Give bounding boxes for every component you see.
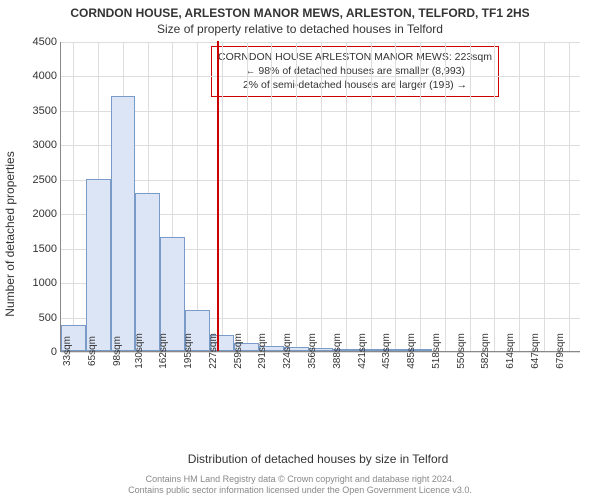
gridline-v bbox=[494, 42, 495, 351]
x-tick-label: 421sqm bbox=[353, 333, 368, 369]
x-tick-label: 195sqm bbox=[179, 333, 194, 369]
gridline-v bbox=[470, 42, 471, 351]
y-tick-label: 4000 bbox=[33, 70, 61, 82]
x-tick-label: 550sqm bbox=[452, 333, 467, 369]
x-tick-label: 33sqm bbox=[58, 336, 73, 366]
x-tick-label: 259sqm bbox=[229, 333, 244, 369]
histogram-bar bbox=[111, 96, 136, 351]
info-box: CORNDON HOUSE ARLESTON MANOR MEWS: 223sq… bbox=[211, 46, 499, 97]
gridline-v bbox=[321, 42, 322, 351]
info-box-line1: CORNDON HOUSE ARLESTON MANOR MEWS: 223sq… bbox=[218, 50, 492, 64]
gridline-v bbox=[544, 42, 545, 351]
gridline-v bbox=[197, 42, 198, 351]
x-tick-label: 162sqm bbox=[155, 333, 170, 369]
y-tick-label: 1500 bbox=[33, 243, 61, 255]
gridline-v bbox=[73, 42, 74, 351]
x-tick-label: 614sqm bbox=[501, 333, 516, 369]
gridline-v bbox=[346, 42, 347, 351]
x-tick-label: 679sqm bbox=[551, 333, 566, 369]
gridline-v bbox=[371, 42, 372, 351]
y-tick-label: 3000 bbox=[33, 139, 61, 151]
x-tick-label: 98sqm bbox=[108, 336, 123, 366]
chart-area: Number of detached properties CORNDON HO… bbox=[48, 42, 588, 412]
gridline-v bbox=[296, 42, 297, 351]
x-tick-label: 291sqm bbox=[254, 333, 269, 369]
x-tick-label: 388sqm bbox=[328, 333, 343, 369]
y-tick-label: 3500 bbox=[33, 105, 61, 117]
x-tick-label: 582sqm bbox=[477, 333, 492, 369]
y-tick-label: 4500 bbox=[33, 36, 61, 48]
footer-line1: Contains HM Land Registry data © Crown c… bbox=[0, 474, 600, 485]
x-tick-label: 130sqm bbox=[130, 333, 145, 369]
y-axis-label: Number of detached properties bbox=[3, 151, 17, 316]
info-box-line3: 2% of semi-detached houses are larger (1… bbox=[218, 78, 492, 92]
y-tick-label: 1000 bbox=[33, 277, 61, 289]
chart-title-main: CORNDON HOUSE, ARLESTON MANOR MEWS, ARLE… bbox=[0, 0, 600, 20]
x-tick-label: 518sqm bbox=[427, 333, 442, 369]
x-axis-label: Distribution of detached houses by size … bbox=[188, 452, 449, 466]
histogram-bar bbox=[135, 193, 160, 351]
x-tick-label: 65sqm bbox=[83, 336, 98, 366]
y-tick-label: 2500 bbox=[33, 174, 61, 186]
property-marker-line bbox=[217, 41, 219, 351]
x-tick-label: 356sqm bbox=[303, 333, 318, 369]
y-tick-label: 2000 bbox=[33, 208, 61, 220]
histogram-bar bbox=[86, 179, 111, 351]
chart-title-sub: Size of property relative to detached ho… bbox=[0, 20, 600, 40]
x-tick-label: 647sqm bbox=[526, 333, 541, 369]
plot-region: CORNDON HOUSE ARLESTON MANOR MEWS: 223sq… bbox=[60, 42, 580, 352]
gridline-v bbox=[569, 42, 570, 351]
gridline-v bbox=[420, 42, 421, 351]
x-tick-label: 485sqm bbox=[402, 333, 417, 369]
gridline-v bbox=[271, 42, 272, 351]
footer: Contains HM Land Registry data © Crown c… bbox=[0, 474, 600, 497]
gridline-v bbox=[519, 42, 520, 351]
gridline-v bbox=[247, 42, 248, 351]
y-tick-label: 500 bbox=[39, 312, 61, 324]
gridline-v bbox=[445, 42, 446, 351]
footer-line2: Contains public sector information licen… bbox=[0, 485, 600, 496]
x-tick-label: 324sqm bbox=[278, 333, 293, 369]
x-tick-label: 453sqm bbox=[377, 333, 392, 369]
gridline-v bbox=[222, 42, 223, 351]
gridline-v bbox=[395, 42, 396, 351]
